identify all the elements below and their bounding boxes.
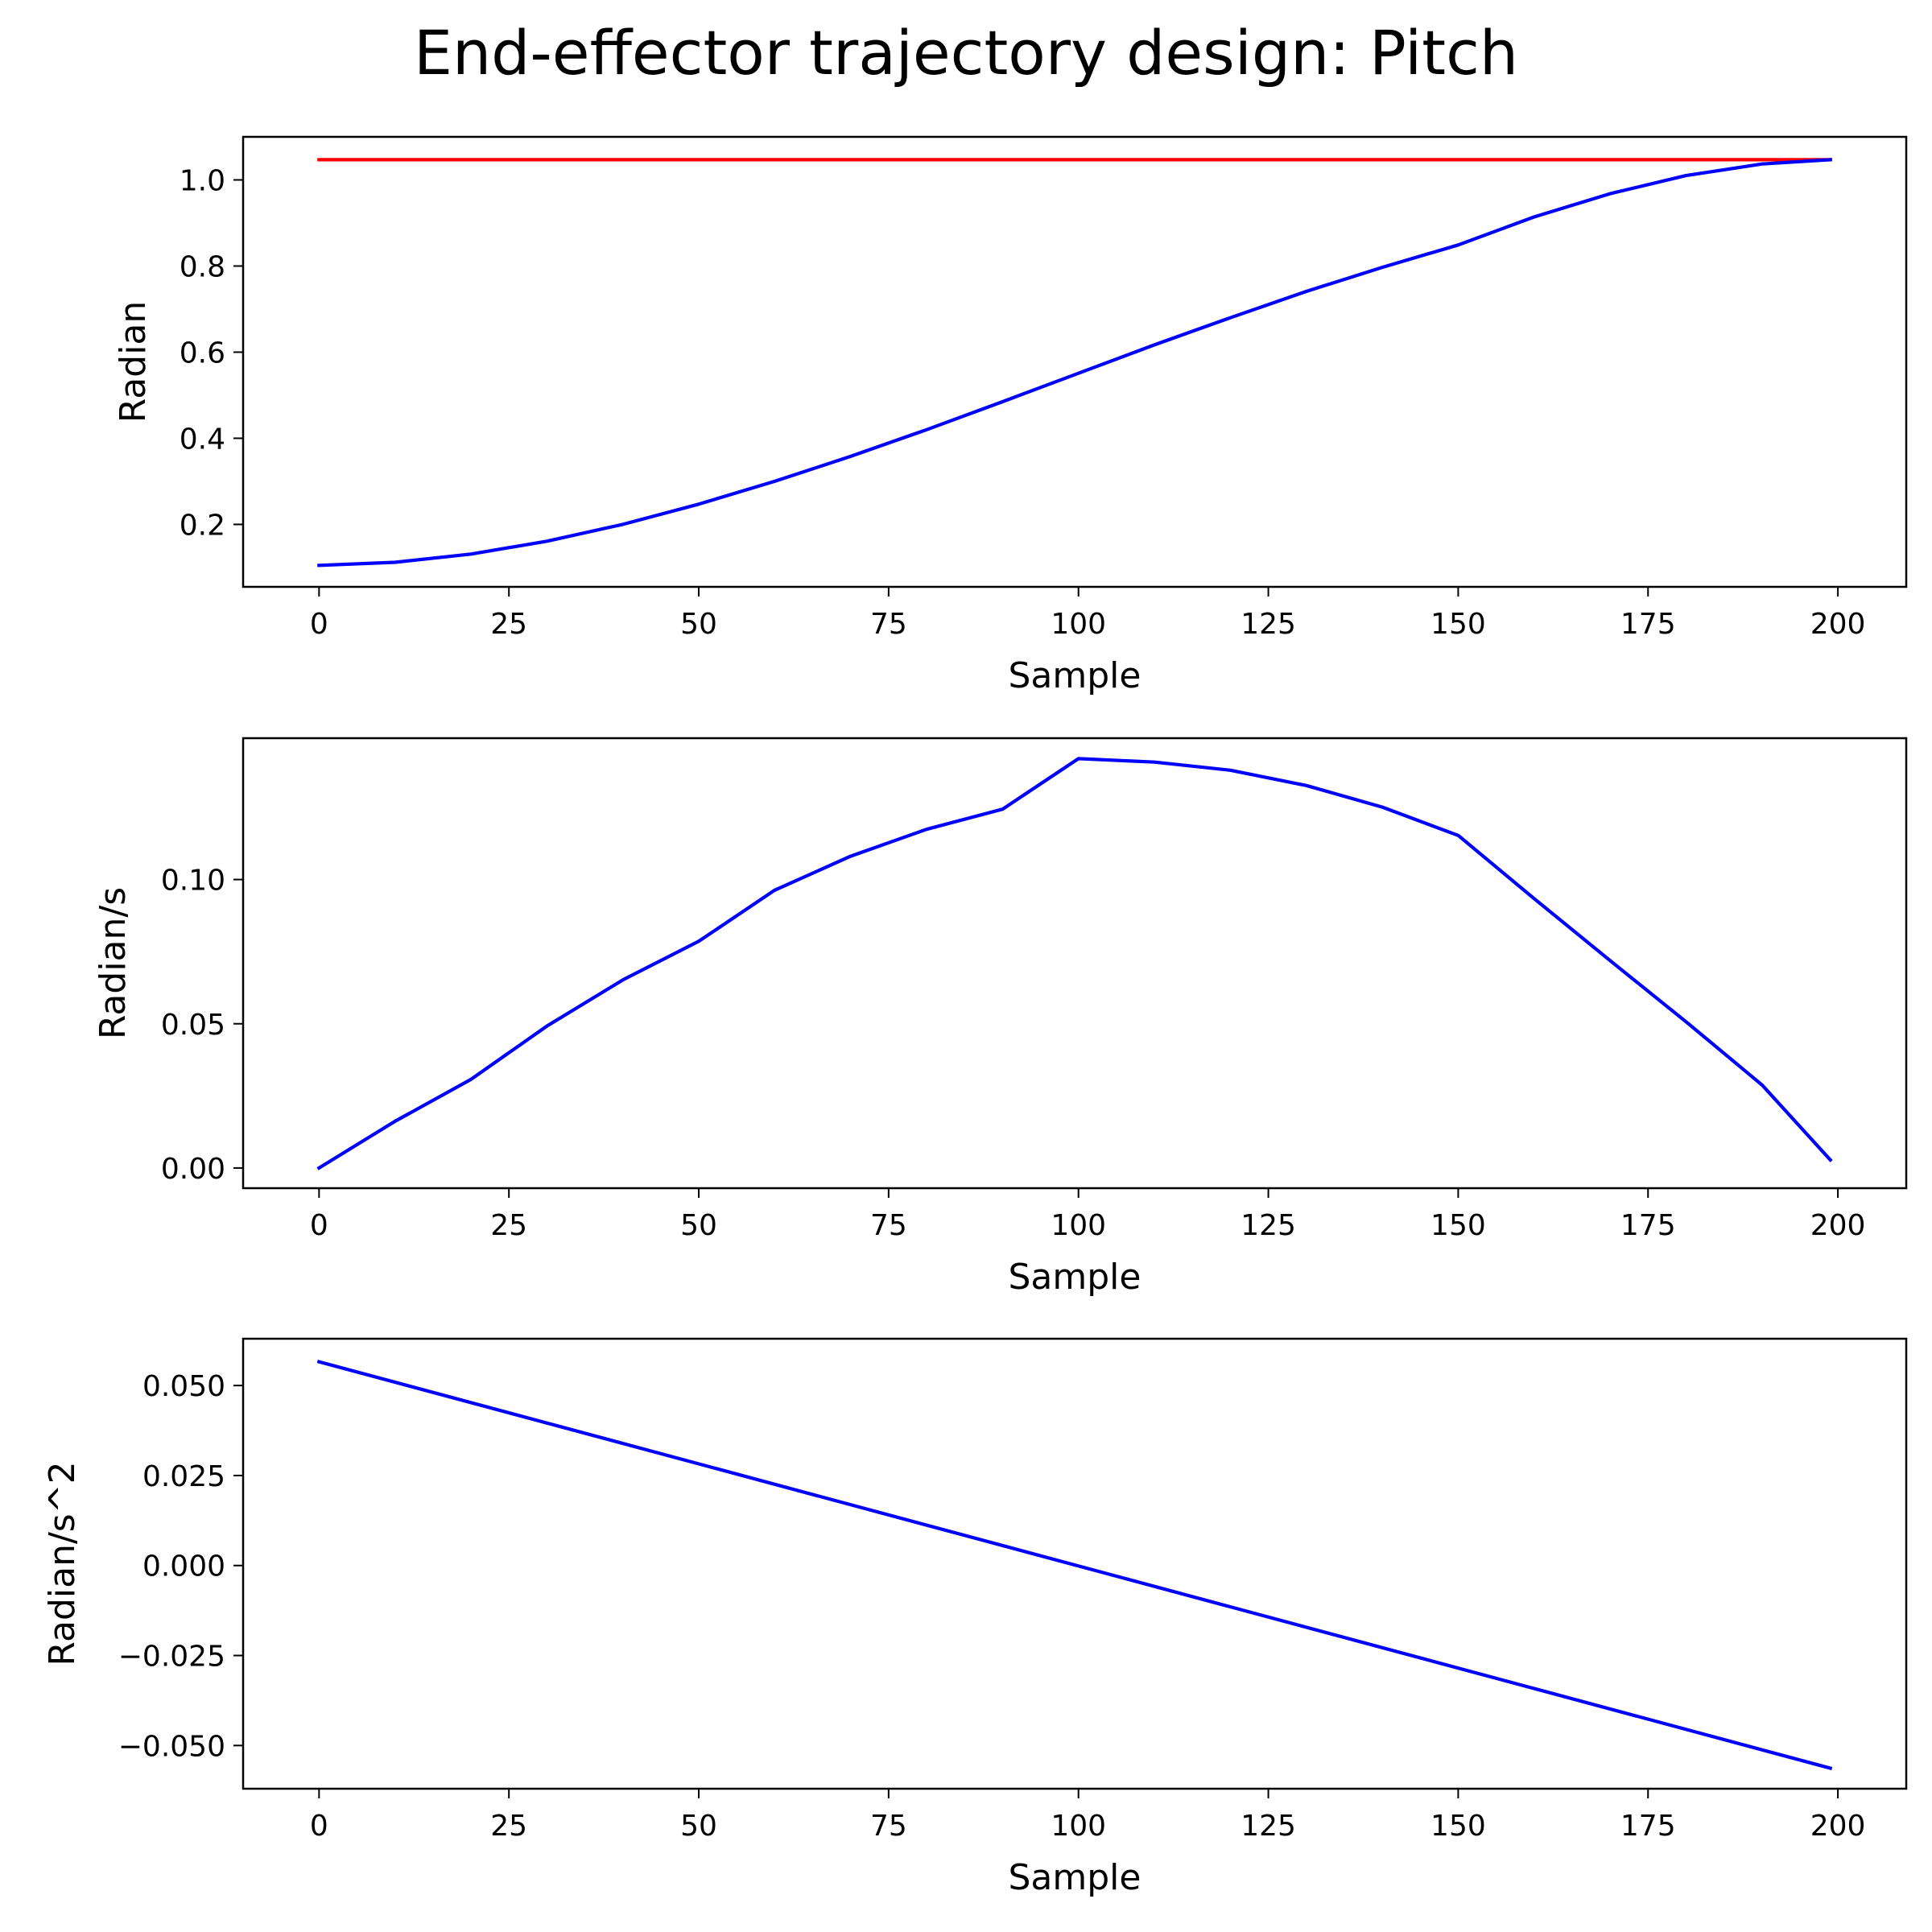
- x-tick-label: 0: [310, 608, 328, 641]
- x-tick-label: 150: [1430, 1810, 1486, 1843]
- x-tick-label: 200: [1810, 1209, 1866, 1242]
- y-axis-label: Radian/s: [93, 887, 134, 1039]
- y-tick-label: 0.10: [161, 865, 225, 898]
- series-line-0: [316, 1360, 1833, 1771]
- figure-title: End-effector trajectory design: Pitch: [413, 17, 1519, 89]
- x-tick-label: 75: [870, 608, 907, 641]
- y-tick-label: 0.00: [161, 1153, 225, 1186]
- y-axis-label: Radian/s^2: [42, 1461, 83, 1666]
- x-tick-label: 25: [490, 1209, 527, 1242]
- x-tick-label: 50: [680, 608, 717, 641]
- y-axis-label: Radian: [113, 301, 154, 423]
- x-tick-label: 0: [310, 1810, 328, 1843]
- y-tick-label: 0.05: [161, 1009, 225, 1042]
- x-tick-label: 175: [1620, 608, 1676, 641]
- x-tick-label: 75: [870, 1810, 907, 1843]
- axes-frame: [242, 135, 1908, 588]
- series-line-0: [316, 757, 1833, 1170]
- x-tick-label: 175: [1620, 1810, 1676, 1843]
- axes-frame: [242, 1337, 1908, 1790]
- x-tick-label: 100: [1051, 1810, 1106, 1843]
- x-axis-label: Sample: [1009, 1257, 1141, 1298]
- y-tick-label: 0.4: [180, 423, 225, 456]
- y-tick-label: 0.6: [180, 336, 225, 369]
- x-tick-label: 50: [680, 1209, 717, 1242]
- x-tick-label: 150: [1430, 608, 1486, 641]
- x-tick-label: 200: [1810, 608, 1866, 641]
- series-line-1: [317, 158, 1832, 568]
- x-tick-label: 100: [1051, 1209, 1106, 1242]
- x-tick-label: 150: [1430, 1209, 1486, 1242]
- x-axis-label: Sample: [1009, 655, 1141, 696]
- y-tick-label: −0.025: [118, 1641, 225, 1674]
- y-tick-label: 1.0: [180, 164, 225, 197]
- x-tick-label: 75: [870, 1209, 907, 1242]
- x-tick-label: 125: [1241, 1810, 1296, 1843]
- x-tick-label: 200: [1810, 1810, 1866, 1843]
- y-tick-label: 0.000: [142, 1550, 225, 1583]
- y-tick-label: 0.8: [180, 250, 225, 283]
- x-tick-label: 50: [680, 1810, 717, 1843]
- x-tick-label: 125: [1241, 608, 1296, 641]
- y-tick-label: 0.050: [142, 1370, 225, 1403]
- y-tick-label: −0.050: [118, 1730, 225, 1763]
- x-tick-label: 175: [1620, 1209, 1676, 1242]
- x-tick-label: 25: [490, 608, 527, 641]
- y-tick-label: 0.025: [142, 1460, 225, 1493]
- x-tick-label: 25: [490, 1810, 527, 1843]
- y-tick-label: 0.2: [180, 509, 225, 542]
- axes-frame: [242, 737, 1908, 1190]
- x-axis-label: Sample: [1009, 1857, 1141, 1898]
- x-tick-label: 0: [310, 1209, 328, 1242]
- x-tick-label: 125: [1241, 1209, 1296, 1242]
- x-tick-label: 100: [1051, 608, 1106, 641]
